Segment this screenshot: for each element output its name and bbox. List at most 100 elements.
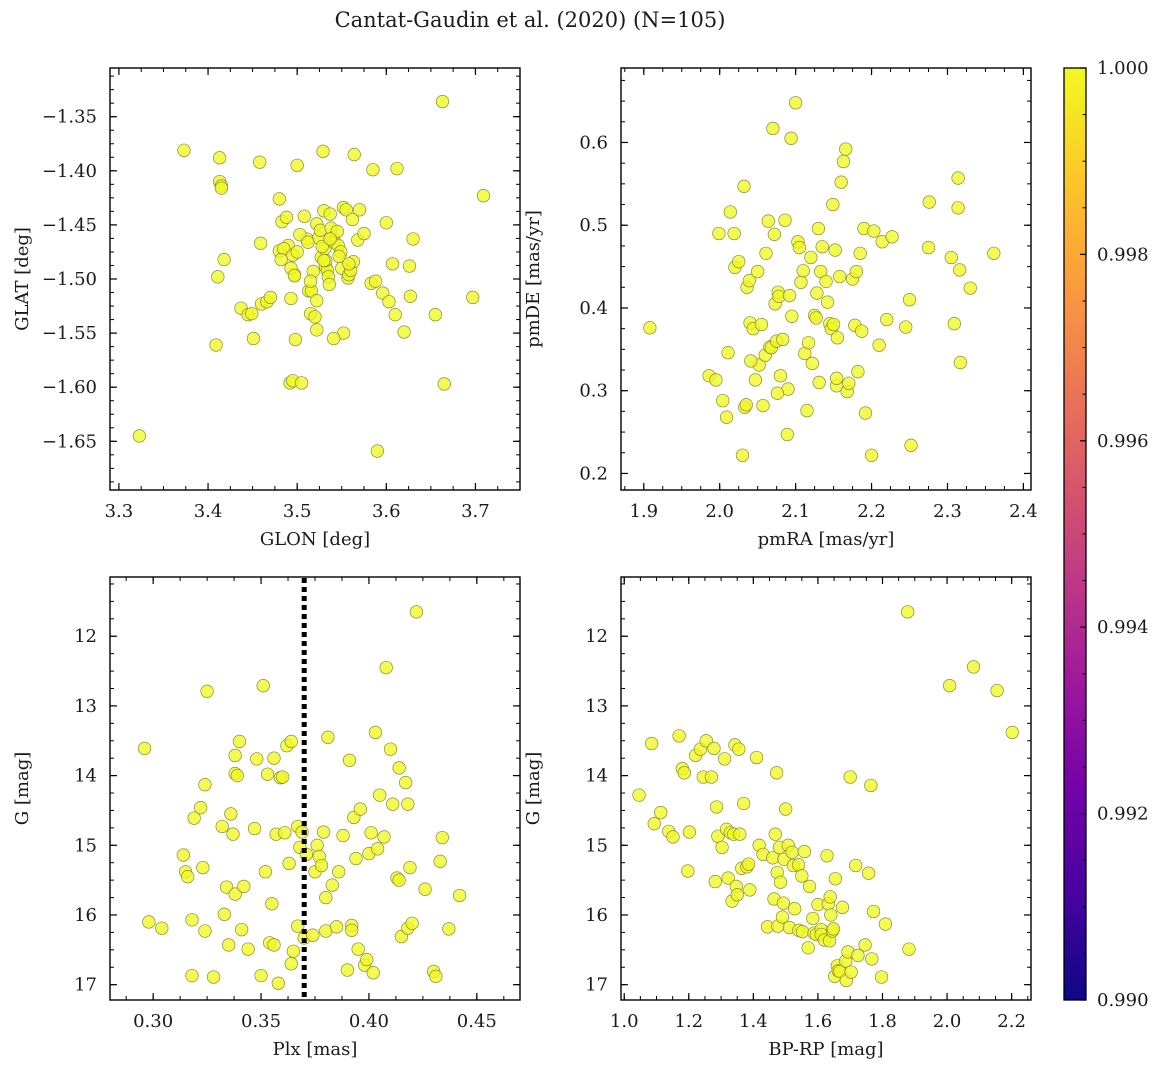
scatter-point bbox=[271, 976, 285, 990]
scatter-point bbox=[297, 209, 311, 223]
scatter-point bbox=[137, 741, 152, 756]
scatter-point bbox=[246, 331, 261, 346]
scatter-point bbox=[310, 838, 324, 852]
scatter-point bbox=[323, 232, 337, 246]
colorbar-ticks: 0.990 0.992 0.994 0.996 0.998 1.000 bbox=[1080, 58, 1149, 1011]
scatter-point bbox=[858, 938, 872, 952]
scatter-point bbox=[904, 438, 918, 452]
scatter-point bbox=[435, 830, 449, 845]
scatter-point bbox=[829, 371, 844, 385]
scatter-point bbox=[392, 761, 406, 775]
scatter-point bbox=[437, 377, 451, 391]
scatter-point bbox=[709, 800, 724, 814]
x-tick-label: 2.0 bbox=[933, 1011, 962, 1032]
scatter-point bbox=[274, 252, 288, 267]
scatter-point bbox=[833, 269, 847, 284]
scatter-point bbox=[245, 306, 259, 321]
scatter-point bbox=[247, 821, 262, 836]
panel-plx-g: 0.30 0.35 0.40 0.45 12 13 14 15 16 17 Plx [mas] G [… bbox=[12, 576, 521, 1060]
scatter-point bbox=[397, 325, 411, 339]
scatter-point bbox=[749, 750, 764, 765]
scatter-point bbox=[317, 253, 331, 268]
scatter-point bbox=[185, 913, 199, 927]
scatter-point bbox=[802, 879, 817, 894]
scatter-point bbox=[723, 205, 737, 219]
scatter-point bbox=[228, 748, 242, 763]
scatter-point bbox=[403, 289, 418, 303]
scatter-point bbox=[741, 857, 756, 871]
scatter-point bbox=[776, 896, 791, 910]
y-tick-label: −1.50 bbox=[42, 269, 97, 290]
scatter-point bbox=[902, 942, 916, 956]
scatter-point bbox=[409, 605, 424, 619]
y-tick-label: 0.6 bbox=[579, 132, 608, 153]
scatter-point bbox=[284, 291, 298, 306]
y-tick-label: 16 bbox=[74, 905, 97, 926]
scatter-point bbox=[778, 213, 792, 227]
scatter-point bbox=[795, 925, 810, 939]
scatter-point bbox=[253, 236, 268, 250]
scatter-point bbox=[944, 250, 958, 265]
y-tick-label: −1.55 bbox=[42, 323, 97, 344]
panel-bprp-g: 1.0 1.2 1.4 1.6 1.8 2.0 2.2 12 13 14 15 16 17 BP-RP [… bbox=[523, 576, 1032, 1060]
scatter-point bbox=[885, 230, 899, 244]
scatter-point bbox=[865, 952, 879, 966]
scatter-point bbox=[325, 878, 339, 892]
scatter-point bbox=[735, 448, 750, 462]
x-tick-label: 0.45 bbox=[457, 1011, 497, 1032]
scatter-point bbox=[339, 203, 353, 217]
scatter-point bbox=[812, 375, 826, 390]
scatter-point bbox=[206, 970, 221, 984]
scatter-point bbox=[806, 911, 820, 926]
scatter-point bbox=[901, 605, 915, 619]
scatter-point bbox=[366, 163, 380, 177]
y-axis-label: GLAT [deg] bbox=[12, 227, 33, 331]
y-tick-label: 0.5 bbox=[579, 215, 608, 236]
x-axis-label: Plx [mas] bbox=[273, 1039, 358, 1060]
scatter-point bbox=[776, 332, 790, 347]
panel-glon-glat: 3.3 3.4 3.5 3.6 3.7 −1.35 −1.40 −1.45 −1.50 −1.55… bbox=[12, 67, 521, 550]
scatter-point bbox=[322, 277, 336, 292]
scatter-point bbox=[319, 890, 333, 905]
scatter-point bbox=[222, 938, 236, 952]
y-axis-label: pmDE [mas/yr] bbox=[523, 210, 544, 348]
scatter-point bbox=[791, 858, 806, 872]
scatter-point bbox=[743, 883, 757, 897]
scatter-point bbox=[681, 864, 695, 878]
scatter-point bbox=[368, 274, 383, 288]
x-tick-label: 1.6 bbox=[804, 1011, 833, 1032]
scatter-point bbox=[406, 232, 420, 246]
scatter-point bbox=[780, 427, 794, 442]
scatter-point bbox=[260, 767, 275, 781]
y-axis-label: G [mag] bbox=[523, 752, 544, 825]
y-tick-label: −1.65 bbox=[42, 431, 97, 452]
scatter-point bbox=[748, 373, 763, 387]
scatter-point bbox=[351, 942, 365, 956]
scatter-point bbox=[842, 376, 856, 390]
scatter-point bbox=[303, 274, 318, 288]
scatter-point bbox=[340, 963, 355, 977]
y-tick-label: 13 bbox=[74, 696, 97, 717]
scatter-point bbox=[963, 281, 977, 295]
scatter-point bbox=[811, 221, 826, 236]
scatter-point bbox=[966, 660, 981, 674]
scatter-point bbox=[715, 840, 729, 855]
y-tick-label: 17 bbox=[585, 975, 608, 996]
scatter-point bbox=[864, 778, 878, 793]
colorbar: 0.990 0.992 0.994 0.996 0.998 1.000 bbox=[1063, 58, 1149, 1011]
scatter-point bbox=[258, 865, 273, 879]
scatter-point bbox=[801, 336, 816, 350]
scatter-point bbox=[379, 216, 393, 230]
scatter-point bbox=[737, 179, 751, 193]
scatter-point bbox=[727, 226, 741, 241]
figure-title: Cantat-Gaudin et al. (2020) (N=105) bbox=[335, 8, 726, 32]
x-tick-label: 1.0 bbox=[610, 1011, 639, 1032]
scatter-point bbox=[742, 274, 756, 288]
x-tick-label: 2.4 bbox=[1009, 501, 1038, 522]
x-axis-label: pmRA [mas/yr] bbox=[758, 529, 895, 550]
scatter-point bbox=[795, 869, 809, 883]
scatter-point bbox=[435, 94, 450, 109]
scatter-point bbox=[839, 142, 853, 156]
scatter-point bbox=[352, 203, 367, 217]
scatter-point bbox=[342, 753, 357, 767]
